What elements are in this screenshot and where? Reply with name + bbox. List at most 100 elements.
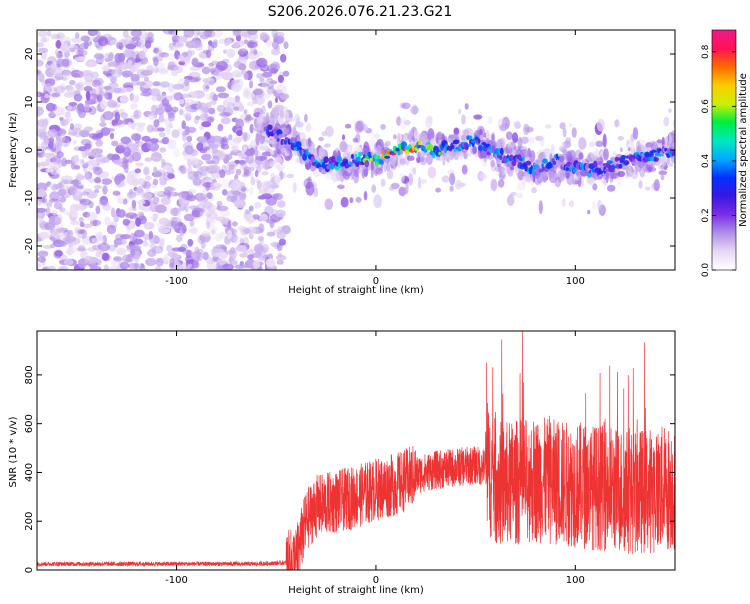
noise-speck bbox=[216, 61, 228, 71]
ridge-halo bbox=[283, 110, 289, 121]
ridge-halo bbox=[581, 177, 585, 189]
noise-speck bbox=[48, 215, 55, 226]
noise-speck bbox=[269, 80, 277, 85]
noise-speck bbox=[55, 39, 62, 49]
noise-speck bbox=[153, 119, 160, 128]
ridge-halo bbox=[603, 148, 609, 161]
noise-speck bbox=[126, 226, 131, 235]
noise-speck bbox=[226, 48, 236, 59]
noise-speck bbox=[167, 251, 176, 257]
snr-panel: -100 0 100 0 200 400 600 800 Height of straight… bbox=[8, 330, 676, 596]
noise-speck bbox=[122, 198, 128, 205]
noise-speck bbox=[113, 213, 120, 223]
noise-speck bbox=[194, 115, 201, 121]
noise-speck bbox=[171, 106, 179, 113]
noise-speck bbox=[258, 223, 265, 234]
noise-speck bbox=[95, 205, 101, 215]
noise-speck bbox=[188, 165, 193, 175]
ridge-halo bbox=[619, 147, 623, 153]
noise-speck bbox=[110, 259, 121, 267]
noise-speck bbox=[205, 49, 212, 59]
noise-speck bbox=[196, 168, 205, 175]
noise-speck bbox=[186, 50, 193, 58]
noise-speck bbox=[37, 188, 46, 198]
noise-speck bbox=[91, 71, 99, 79]
ridge-halo bbox=[456, 149, 461, 158]
noise-speck bbox=[107, 61, 116, 67]
noise-speck bbox=[141, 192, 153, 200]
noise-speck bbox=[266, 231, 276, 237]
noise-speck bbox=[216, 205, 229, 212]
noise-speck bbox=[236, 130, 243, 137]
noise-speck bbox=[208, 62, 215, 67]
noise-speck bbox=[215, 86, 226, 93]
ridge-halo bbox=[337, 184, 345, 190]
noise-speck bbox=[245, 114, 252, 119]
noise-speck bbox=[162, 30, 175, 35]
noise-speck bbox=[171, 216, 182, 225]
noise-speck bbox=[142, 167, 150, 175]
ridge-halo bbox=[403, 119, 411, 126]
noise-speck bbox=[163, 186, 176, 192]
noise-speck bbox=[123, 87, 134, 93]
noise-speck bbox=[225, 38, 232, 45]
noise-speck bbox=[244, 209, 250, 215]
ridge-halo bbox=[508, 141, 517, 156]
noise-speck bbox=[276, 230, 287, 240]
noise-speck bbox=[231, 70, 242, 78]
ridge-halo bbox=[374, 133, 380, 140]
noise-speck bbox=[45, 102, 56, 112]
noise-speck bbox=[187, 238, 194, 247]
noise-speck bbox=[127, 59, 133, 70]
ridge-halo bbox=[472, 146, 477, 154]
noise-speck bbox=[275, 209, 286, 218]
ridge-core bbox=[284, 137, 289, 142]
noise-speck bbox=[69, 79, 76, 86]
ridge-halo bbox=[661, 155, 667, 167]
noise-speck bbox=[160, 94, 166, 100]
noise-speck bbox=[207, 167, 219, 174]
noise-speck bbox=[279, 110, 285, 119]
ridge-halo bbox=[436, 131, 444, 141]
ridge-halo bbox=[465, 151, 472, 157]
noise-speck bbox=[52, 209, 58, 216]
ridge-halo bbox=[280, 147, 288, 153]
noise-speck bbox=[225, 97, 236, 103]
ridge-halo bbox=[459, 153, 465, 160]
ridge-halo bbox=[480, 173, 488, 180]
noise-speck bbox=[201, 121, 212, 128]
noise-speck bbox=[199, 136, 208, 142]
ridge-halo bbox=[617, 170, 626, 178]
noise-speck bbox=[144, 175, 152, 181]
noise-speck bbox=[37, 70, 42, 75]
noise-speck bbox=[104, 92, 112, 100]
ridge-core bbox=[559, 155, 565, 162]
ridge-halo bbox=[520, 136, 529, 144]
noise-speck bbox=[136, 81, 146, 86]
ridge-halo bbox=[596, 200, 602, 211]
noise-speck bbox=[73, 93, 83, 102]
spectrogram-y-tick-label: 10 bbox=[24, 96, 35, 109]
noise-speck bbox=[156, 127, 165, 132]
colorbar-tick-label: 0.8 bbox=[701, 44, 711, 59]
noise-speck bbox=[184, 78, 190, 87]
noise-speck bbox=[173, 147, 180, 158]
noise-speck bbox=[114, 111, 121, 122]
noise-speck bbox=[136, 200, 146, 205]
noise-speck bbox=[37, 250, 49, 258]
ridge-halo bbox=[344, 123, 352, 129]
noise-speck bbox=[37, 142, 42, 148]
noise-speck bbox=[243, 236, 249, 246]
noise-speck bbox=[84, 61, 96, 68]
ridge-halo bbox=[274, 140, 279, 151]
ridge-halo bbox=[580, 169, 589, 177]
noise-speck bbox=[209, 164, 221, 174]
colorbar-tick-label: 0.4 bbox=[701, 153, 711, 168]
ridge-core bbox=[395, 147, 401, 152]
snr-y-tick-label: 400 bbox=[24, 463, 35, 482]
noise-speck bbox=[190, 128, 195, 133]
ridge-core bbox=[295, 141, 302, 148]
noise-speck bbox=[67, 229, 74, 237]
noise-speck bbox=[163, 165, 172, 172]
noise-speck bbox=[206, 225, 218, 232]
